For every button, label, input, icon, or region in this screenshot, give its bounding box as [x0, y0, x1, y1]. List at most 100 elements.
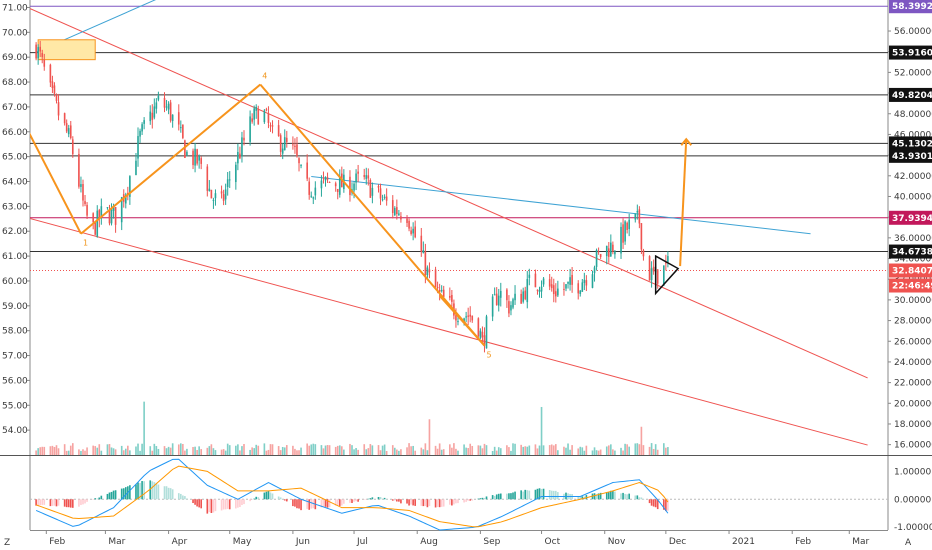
macd-histogram-bar [442, 499, 445, 507]
candle-body [49, 64, 52, 83]
volume-bar [220, 449, 223, 455]
volume-bar [294, 448, 296, 455]
candle-body [271, 125, 274, 127]
candle-body [620, 226, 622, 254]
volume-bar [127, 445, 129, 455]
candle-body [137, 136, 139, 159]
candle-body [296, 144, 298, 157]
macd-histogram-bar [471, 499, 474, 501]
candle-body [194, 148, 196, 166]
volume-bar [585, 445, 588, 455]
axis-menu-button[interactable]: Z [4, 538, 10, 548]
candle-body [98, 210, 101, 220]
volume-bar [198, 446, 200, 455]
volume-bar [86, 447, 88, 455]
left-tick-label: 59.00 [2, 302, 28, 312]
candle-body [508, 301, 510, 314]
candle-body [571, 274, 573, 285]
volume-bar [467, 448, 469, 455]
candle-body [506, 289, 508, 301]
candle-body [656, 269, 659, 284]
candle-body [37, 47, 39, 59]
candle-body [638, 209, 641, 224]
volume-bar [92, 445, 94, 455]
volume-bar [624, 443, 626, 455]
candle-body [540, 286, 543, 292]
candle-body [663, 265, 665, 286]
volume-bar [610, 444, 612, 455]
volume-bar [512, 443, 514, 455]
macd-histogram-bar [253, 498, 255, 500]
candle-body [149, 111, 152, 122]
macd-histogram-bar [186, 498, 188, 500]
macd-histogram-bar [371, 497, 374, 500]
macd-histogram-bar [65, 499, 68, 508]
candle-body [650, 268, 653, 281]
candle-body [43, 59, 46, 67]
macd-histogram-bar [396, 499, 398, 502]
level-price-tag: 37.93940 [892, 214, 932, 224]
macd-histogram-bar [607, 492, 610, 500]
right-tick-label: 46.00000 [894, 130, 932, 140]
x-tick-label: Sep [483, 537, 500, 547]
candle-body [485, 316, 488, 349]
volume-bar [363, 444, 366, 455]
volume-bar [420, 447, 423, 455]
volume-bar [612, 449, 614, 455]
candle-body [214, 193, 217, 199]
macd-histogram-bar [593, 493, 596, 500]
macd-histogram-bar [37, 499, 39, 506]
candle-body [212, 199, 215, 201]
candle-body [157, 95, 160, 100]
macd-histogram-bar [526, 490, 529, 500]
macd-histogram-bar [377, 496, 380, 500]
right-tick-label: 16.00000 [894, 441, 932, 451]
left-tick-label: 70.00 [2, 28, 28, 38]
candle-body [82, 184, 84, 201]
candle-body [379, 188, 382, 199]
macd-histogram-bar [39, 499, 42, 506]
candle-body [94, 222, 97, 235]
macd-histogram-bar [214, 499, 217, 512]
candle-body [167, 103, 170, 110]
macd-histogram-bar [626, 494, 628, 500]
macd-histogram-bar [228, 499, 231, 510]
volume-bar [292, 445, 294, 455]
volume-bar [453, 443, 455, 455]
volume-bar [550, 444, 553, 455]
macd-histogram-bar [485, 496, 488, 500]
volume-bar [177, 444, 180, 455]
candle-body [624, 221, 626, 242]
volume-bar [652, 448, 655, 455]
candle-body [465, 316, 467, 318]
volume-bar [57, 448, 60, 455]
candle-body [78, 153, 80, 187]
volume-bar [186, 448, 188, 455]
volume-bar [412, 445, 414, 455]
volume-bar [379, 450, 382, 455]
candle-body [198, 155, 200, 161]
x-tick-label: Nov [608, 537, 626, 547]
volume-bar [120, 445, 123, 455]
macd-histogram-bar [379, 497, 382, 500]
right-tick-label: 48.00000 [894, 110, 932, 120]
candle-body [626, 222, 628, 230]
volume-bar [108, 444, 111, 455]
macd-histogram-bar [650, 499, 653, 506]
volume-bar [577, 448, 580, 455]
volume-bar [226, 443, 229, 455]
macd-histogram-bar [80, 499, 82, 506]
macd-histogram-bar [550, 490, 553, 500]
volume-bar [353, 449, 355, 455]
macd-histogram-bar [212, 499, 215, 513]
level-price-tag-bg [889, 136, 932, 151]
right-tick-label: 20.00000 [894, 399, 932, 409]
candle-body [524, 290, 527, 300]
macd-histogram-bar [585, 495, 588, 500]
volume-bar [626, 444, 628, 455]
macd-histogram-bar [94, 498, 97, 500]
chart-controls[interactable]: Z A [4, 538, 912, 548]
volume-bar [636, 443, 639, 455]
axis-auto-button[interactable]: A [905, 538, 912, 548]
